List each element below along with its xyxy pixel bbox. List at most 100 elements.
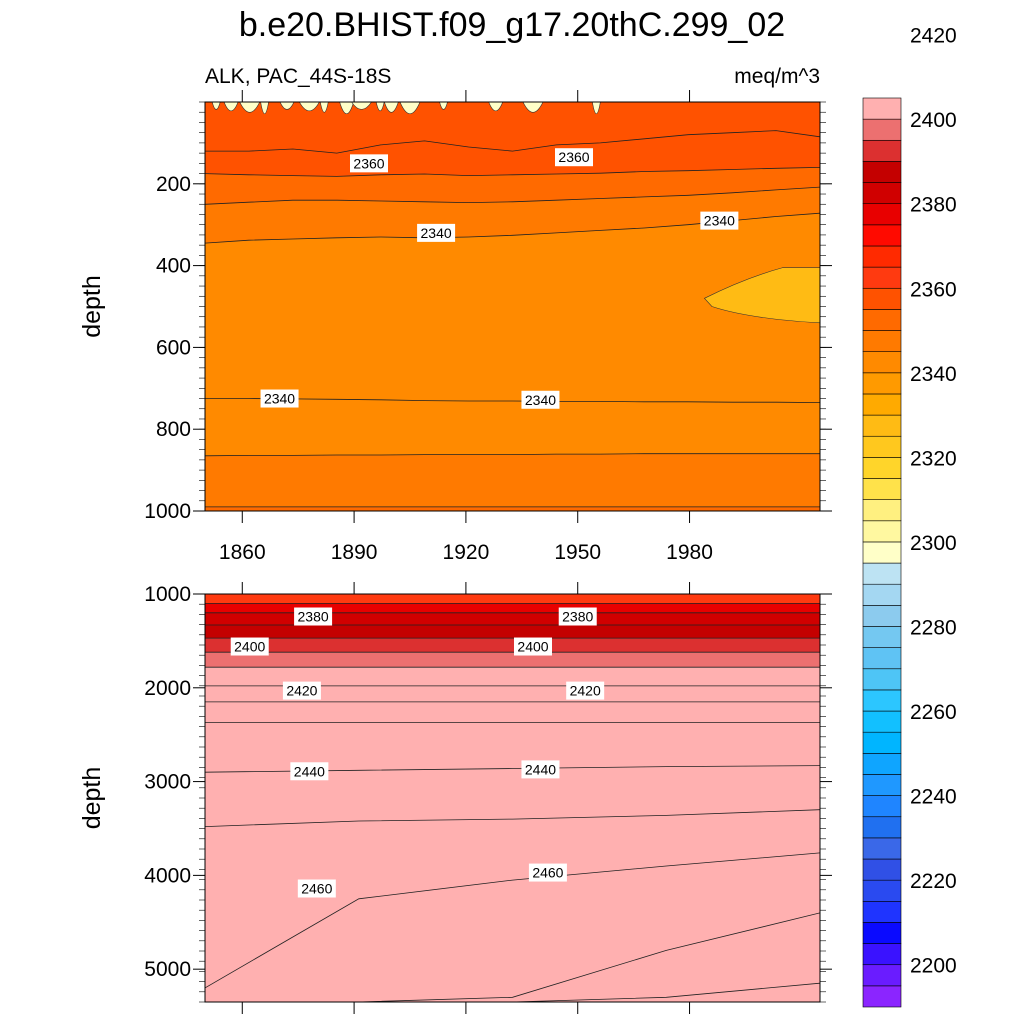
contour-label: 2420 [570,683,601,699]
colorbar-swatch [862,182,902,204]
y-tick-label: 4000 [144,864,191,887]
y-tick-label: 1000 [144,500,191,523]
contour-label: 2340 [704,213,735,229]
contour-label-bg [528,863,567,882]
chart-title: b.e20.BHIST.f09_g17.20thC.299_02 [239,6,785,44]
colorbar-swatch [862,562,902,585]
contour-label-bg [260,389,299,408]
colorbar-swatch [862,668,902,691]
lower-contour-2480 [205,982,820,1002]
contour-label: 2340 [525,392,556,408]
lower-contour-2470 [205,912,820,1002]
contour-label: 2340 [264,391,295,407]
x-tick-label: 1860 [219,541,266,564]
x-tick-label: 1950 [554,541,601,564]
colorbar-tick-label: 2200 [910,955,957,978]
colorbar-swatch [862,774,902,796]
contour-label: 2440 [294,763,325,779]
colorbar-tick-label: 2220 [910,870,957,893]
upper-contour-2340 [205,398,820,403]
contour-label: 2360 [558,149,589,165]
upper-contour-2345 [205,453,820,457]
y-tick-label: 1000 [144,583,191,606]
contour-label: 2360 [353,155,384,171]
y-tick-label: 400 [156,255,191,278]
colorbar-swatch [862,330,902,352]
lower-contour-2460 [205,852,820,989]
colorbar-swatch [862,858,902,881]
contour-label: 2460 [301,881,332,897]
upper-contour-2355 [205,167,820,177]
upper-band-2345 [205,453,820,511]
contour-label-bg [297,879,336,898]
colorbar-swatch [862,499,902,522]
colorbar-swatch [862,351,902,374]
colorbar-tick-label: 2340 [910,363,957,386]
upper-low-alk-patch [703,267,820,324]
upper-y-axis-label: depth [78,275,106,338]
contour-label-bg [282,681,321,700]
colorbar-swatch [862,985,902,1008]
contour-label-bg [521,760,560,779]
lower-panel: 2380 2380 2400 2400 2420 2420 2440 2440 2460 2460… [78,582,832,1014]
colorbar-tick-label: 2260 [910,701,957,724]
colorbar-swatch [862,309,902,331]
colorbar-swatch [862,943,902,966]
lower-y-axis-label: depth [78,767,106,830]
colorbar-swatch [862,224,902,247]
upper-band-2350 [205,506,820,511]
upper-contour-2350 [205,186,820,205]
contour-label-bg [555,148,593,167]
y-tick-label: 200 [156,173,191,196]
contour-label-bg [558,607,597,626]
upper-panel: 2360 2360 2340 2340 2340 2340 200 400 600 800 1000… [78,90,832,564]
contour-label: 2380 [562,609,593,625]
colorbar-tick-label: 2420 [910,25,957,48]
colorbar-swatch [862,520,902,543]
contour-label-bg [566,681,605,700]
y-tick-label: 800 [156,418,191,441]
contour-label: 2400 [234,639,265,655]
x-tick-label: 1980 [666,541,713,564]
colorbar-swatch [862,626,902,648]
colorbar-swatch [862,161,902,183]
colorbar-swatch [862,795,902,818]
colorbar-swatch [862,97,902,120]
colorbar-swatch [862,414,902,437]
colorbar-tick-label: 2240 [910,786,957,809]
colorbar-swatch [862,372,902,395]
y-tick-label: 2000 [144,677,191,700]
colorbar-swatch [862,139,902,162]
colorbar-swatch [862,922,902,944]
contour-label-bg [521,390,560,409]
colorbar-swatch [862,435,902,458]
colorbar-swatch [862,478,902,500]
colorbar-swatch [862,203,902,226]
colorbar-tick-label: 2400 [910,109,957,132]
colorbar-swatch [862,837,902,860]
contour-label: 2400 [517,639,548,655]
colorbar-swatch [862,731,902,754]
lower-band-2480 [205,983,820,1002]
x-tick-label: 1890 [331,541,378,564]
colorbar-swatch [862,287,902,310]
colorbar-swatch [862,964,902,987]
contour-label: 2460 [532,865,563,881]
y-tick-label: 600 [156,336,191,359]
contour-label-bg [230,637,269,656]
colorbar-swatch [862,118,902,141]
colorbar-tick-label: 2320 [910,447,957,470]
colorbar-swatch [862,689,902,712]
contour-label: 2380 [298,609,329,625]
upper-contour-2360 [205,130,820,154]
contour-label: 2440 [525,761,556,777]
colorbar-swatch [862,647,902,670]
contour-label-bg [294,607,333,626]
x-tick-label: 1920 [443,541,490,564]
colorbar-tick-label: 2360 [910,278,957,301]
contour-label: 2340 [421,225,452,241]
colorbar-swatch [862,879,902,902]
variable-label: ALK, PAC_44S-18S [205,65,391,88]
contour-label-bg [290,762,329,781]
